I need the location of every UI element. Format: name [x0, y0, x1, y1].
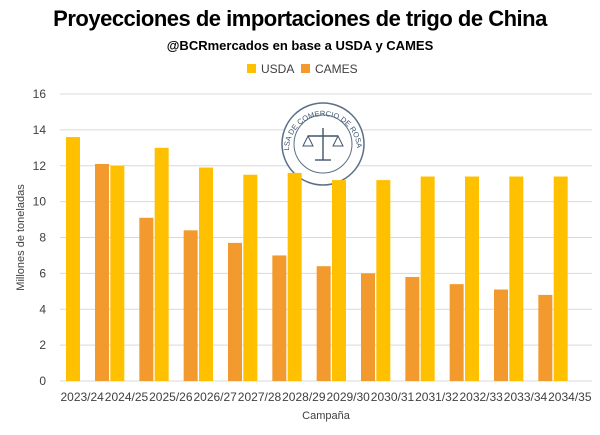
bar-usda [110, 165, 125, 381]
legend: USDA CAMES [247, 62, 358, 76]
y-tick-label: 10 [33, 195, 47, 209]
y-tick-label: 16 [33, 87, 47, 101]
bar-cames [95, 163, 109, 381]
y-axis-ticks: 0 2 4 6 8 10 12 14 16 [33, 87, 47, 388]
bars [66, 137, 568, 381]
chart-subtitle: @BCRmercados en base a USDA y CAMES [166, 38, 434, 53]
bar-usda [553, 176, 568, 381]
bar-usda [420, 176, 435, 381]
legend-swatch-cames [301, 64, 310, 73]
seal-emblem-pan-left [302, 134, 314, 147]
x-tick-label: 2034/35 [548, 390, 592, 404]
y-tick-label: 6 [39, 266, 46, 280]
seal-inner-ring [293, 114, 353, 174]
bar-cames [139, 217, 154, 381]
bar-cames [538, 294, 553, 381]
bar-cames [449, 284, 464, 381]
bar-usda [199, 167, 213, 381]
bar-usda [154, 147, 169, 381]
x-tick-label: 2027/28 [238, 390, 282, 404]
x-axis-title: Campaña [302, 410, 351, 422]
y-tick-label: 12 [33, 159, 47, 173]
y-tick-label: 2 [39, 338, 46, 352]
y-axis-title: Millones de toneladas [15, 184, 27, 291]
bar-usda [332, 180, 346, 381]
y-tick-label: 8 [39, 231, 46, 245]
x-tick-label: 2032/33 [459, 390, 503, 404]
y-tick-label: 0 [39, 374, 46, 388]
x-tick-label: 2023/24 [60, 390, 104, 404]
bar-cames [361, 273, 375, 381]
x-tick-label: 2024/25 [105, 390, 149, 404]
watermark-seal: BOLSA DE COMERCIO DE ROSARIO [0, 0, 365, 186]
bar-cames [405, 276, 420, 381]
bar-usda [465, 176, 479, 381]
x-tick-label: 2026/27 [193, 390, 237, 404]
bar-cames [228, 242, 242, 381]
bar-usda [243, 174, 258, 381]
x-tick-label: 2033/34 [504, 390, 548, 404]
x-tick-label: 2025/26 [149, 390, 193, 404]
bar-usda [287, 172, 302, 381]
bar-cames [494, 289, 508, 381]
bar-cames [183, 230, 198, 381]
chart-title: Proyecciones de importaciones de trigo d… [53, 6, 547, 31]
seal-emblem-pan-right [332, 134, 344, 147]
x-tick-label: 2028/29 [282, 390, 326, 404]
x-tick-label: 2031/32 [415, 390, 459, 404]
bar-cames [316, 266, 331, 381]
bar-cames [272, 255, 287, 381]
x-axis-ticks: 2023/24 2024/25 2025/26 2026/27 2027/28 2028/… [60, 390, 591, 404]
bar-usda [376, 180, 391, 381]
x-tick-label: 2029/30 [326, 390, 370, 404]
legend-label-usda: USDA [261, 62, 294, 76]
x-tick-label: 2030/31 [371, 390, 415, 404]
bar-usda [509, 176, 524, 381]
legend-swatch-usda [247, 64, 256, 73]
bar-usda [66, 137, 80, 381]
legend-label-cames: CAMES [315, 62, 358, 76]
y-tick-label: 4 [39, 302, 46, 316]
y-tick-label: 14 [33, 123, 47, 137]
